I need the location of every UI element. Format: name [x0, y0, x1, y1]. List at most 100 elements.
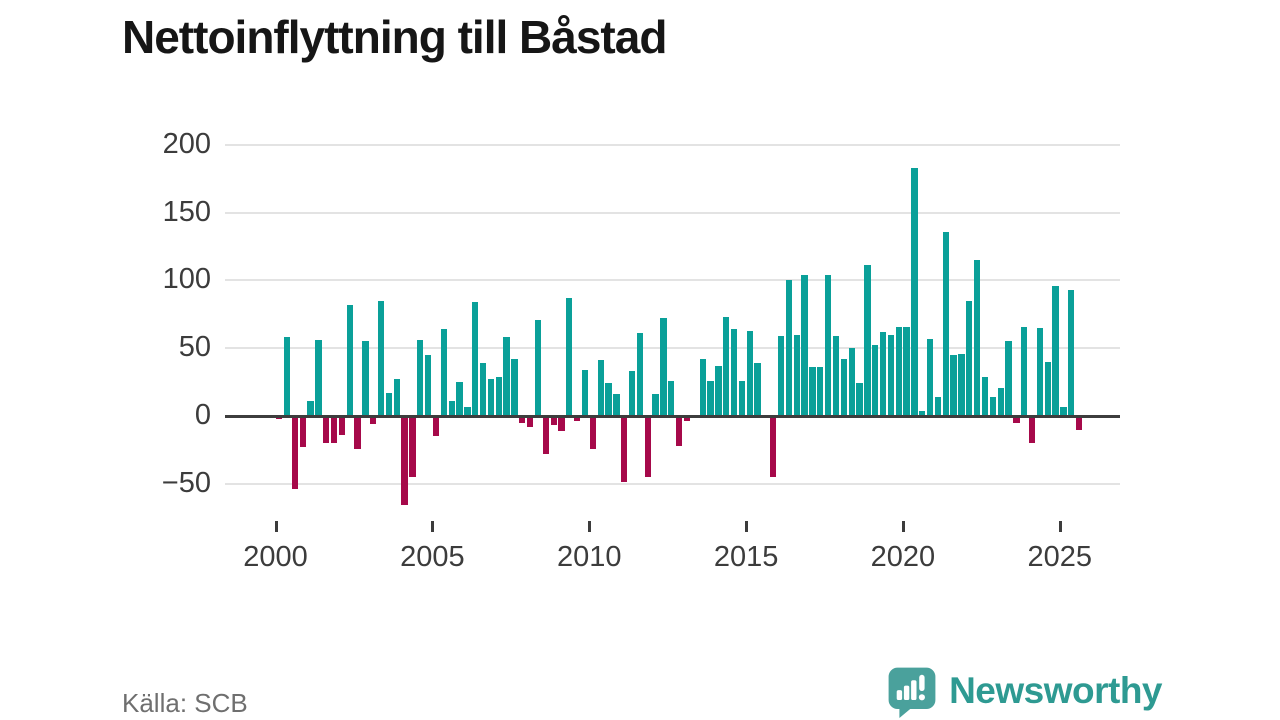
bar [926, 338, 934, 416]
x-axis-tick-label: 2025 [1027, 541, 1093, 573]
y-axis-tick-label: −50 [161, 466, 211, 499]
gridline [225, 347, 1120, 350]
bar [817, 367, 824, 416]
bar [605, 383, 612, 416]
bar [503, 337, 510, 416]
bar [887, 334, 895, 416]
bar [848, 348, 855, 416]
bar [323, 416, 330, 444]
bar [1028, 416, 1036, 444]
bar [699, 359, 706, 416]
x-axis-tick [274, 521, 278, 532]
gridline [225, 279, 1120, 282]
bar [872, 345, 879, 416]
bar [566, 298, 573, 416]
x-axis-tick-label: 2000 [243, 541, 308, 573]
bar [526, 416, 534, 427]
bar [668, 380, 675, 416]
bar [777, 335, 785, 416]
bar [1044, 361, 1051, 416]
x-axis-tick-label: 2010 [556, 541, 622, 573]
x-axis-tick [901, 521, 905, 532]
bar [440, 329, 447, 416]
bar [542, 416, 549, 454]
bar [997, 387, 1004, 416]
bar [1013, 416, 1020, 423]
bar [354, 416, 361, 449]
bar [652, 394, 659, 416]
bar [825, 274, 832, 416]
bar [346, 304, 353, 416]
bar [597, 360, 604, 416]
bar [425, 354, 432, 416]
bar [636, 333, 644, 416]
bar [738, 380, 746, 416]
bar [456, 382, 463, 416]
y-axis-tick-label: 100 [162, 263, 211, 296]
newsworthy-logo: Newsworthy [885, 664, 1162, 718]
x-axis-tick [588, 521, 592, 532]
bar [770, 416, 777, 478]
bar [950, 354, 957, 416]
gridline [225, 482, 1120, 485]
bar [519, 416, 526, 423]
bar [581, 369, 589, 416]
x-axis-tick-label: 2005 [400, 541, 465, 573]
bar [879, 331, 887, 416]
bar [1060, 406, 1067, 416]
bar [832, 335, 840, 416]
bar [628, 371, 636, 416]
bar [487, 379, 495, 416]
bar [1005, 341, 1012, 416]
gridline [225, 143, 1120, 146]
bar [785, 280, 793, 416]
bar [315, 340, 322, 416]
x-axis-tick [745, 521, 749, 532]
bar [895, 326, 902, 416]
bar [307, 401, 314, 416]
bar [472, 302, 479, 416]
bar [511, 359, 518, 416]
bar [479, 363, 487, 416]
x-axis-tick-label: 2015 [713, 541, 779, 573]
bar [409, 416, 416, 478]
bar [723, 317, 730, 416]
bar [1021, 326, 1028, 416]
bar [432, 416, 440, 437]
y-axis-tick-label: 150 [162, 195, 211, 228]
chart-title: Nettoinflyttning till Båstad [122, 11, 667, 63]
bar [362, 341, 369, 416]
bar [903, 326, 910, 416]
bar [746, 330, 753, 416]
bar [330, 416, 338, 444]
bar [809, 367, 816, 416]
bar [370, 416, 377, 425]
bar [942, 231, 949, 416]
x-axis-tick-label: 2020 [870, 541, 936, 573]
zero-axis-line [225, 414, 1120, 418]
bar [864, 265, 871, 416]
bar [495, 376, 502, 416]
bar [793, 334, 800, 416]
bar [644, 416, 651, 478]
bar [448, 401, 455, 416]
y-axis-tick-label: 50 [178, 331, 211, 364]
newsworthy-bubble-chart-icon [885, 664, 939, 718]
bar [934, 397, 942, 416]
bar [1075, 416, 1083, 430]
bar [1068, 289, 1075, 416]
bar [385, 392, 393, 416]
bar [911, 167, 918, 416]
bar [589, 416, 597, 449]
x-axis-tick [1058, 521, 1062, 532]
bar [550, 416, 557, 426]
bar [707, 380, 714, 416]
bar [574, 416, 581, 422]
bar [801, 274, 808, 416]
bar [856, 383, 863, 416]
bar [840, 359, 847, 416]
brand-name-label: Newsworthy [949, 670, 1162, 711]
bar [754, 363, 761, 416]
